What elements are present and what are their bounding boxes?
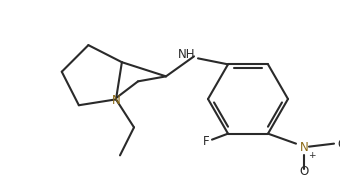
Text: F: F [202,135,209,148]
Text: O: O [300,165,309,178]
Text: N: N [300,141,309,154]
Text: O: O [337,138,340,151]
Text: NH: NH [177,48,195,61]
Text: N: N [112,94,120,107]
Text: +: + [308,151,316,160]
